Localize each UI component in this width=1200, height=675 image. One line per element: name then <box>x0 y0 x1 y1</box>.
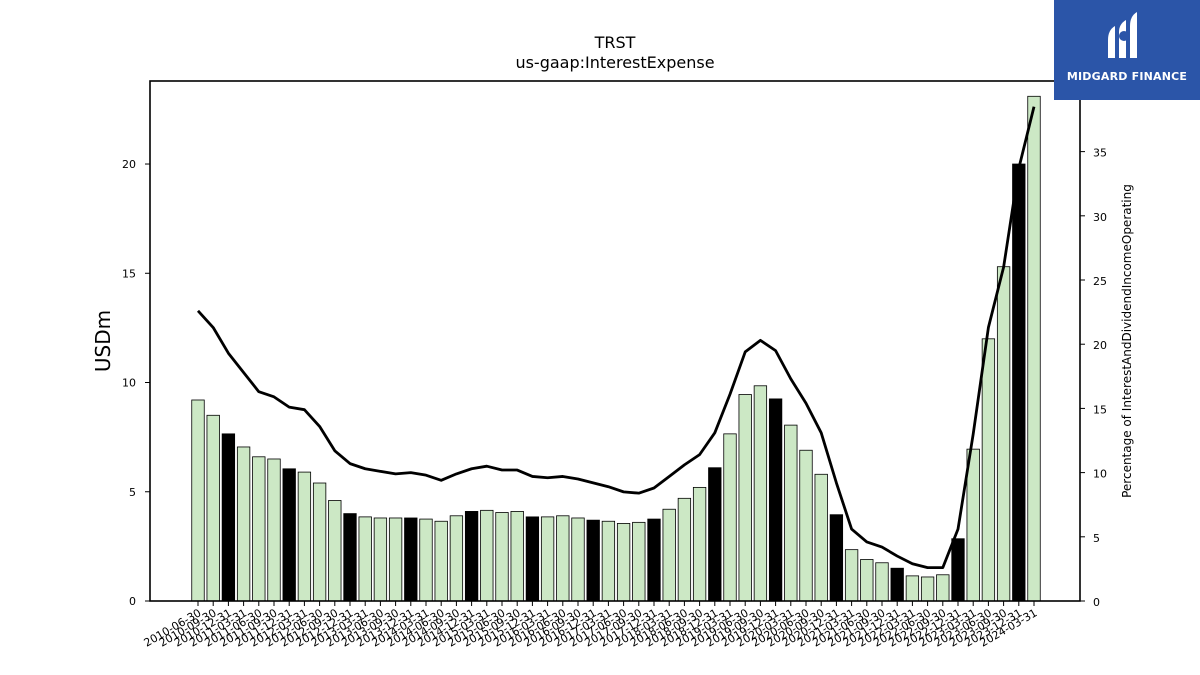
bar <box>996 266 1011 602</box>
bar <box>981 338 996 602</box>
plot-area: 05101520051015202530352010-06-302010-09-… <box>122 80 1107 650</box>
y2-tick-label: 5 <box>1093 532 1100 545</box>
bar <box>191 399 205 602</box>
chart-title: TRST <box>594 33 636 52</box>
y2-tick-label: 15 <box>1093 403 1107 416</box>
bar <box>252 456 266 602</box>
bar <box>328 500 342 602</box>
bar <box>890 567 904 602</box>
y-axis-label: USDm <box>91 310 115 372</box>
bar <box>784 424 798 602</box>
bar <box>966 448 980 602</box>
bar <box>358 516 372 602</box>
bar <box>936 574 950 602</box>
bar <box>221 433 236 602</box>
y2-tick-label: 30 <box>1093 211 1107 224</box>
bar <box>814 473 828 602</box>
y-tick-label: 0 <box>129 595 136 608</box>
bar <box>434 520 448 602</box>
y2-axis-label: Percentage of InterestAndDividendIncomeO… <box>1120 184 1134 498</box>
bar <box>738 394 752 602</box>
bar <box>753 385 768 602</box>
bar <box>206 414 220 602</box>
bar <box>920 576 935 602</box>
logo-mark-icon <box>1108 12 1137 58</box>
bar <box>236 446 251 602</box>
bar <box>860 559 874 602</box>
bar <box>632 521 646 602</box>
bar <box>844 549 859 602</box>
y-tick-label: 10 <box>122 377 136 390</box>
bar <box>343 513 357 602</box>
bar <box>723 433 737 602</box>
bar <box>829 514 844 602</box>
bar <box>586 519 600 602</box>
bar <box>616 523 631 602</box>
y-tick-label: 15 <box>122 267 136 280</box>
bar <box>1027 95 1041 602</box>
bar <box>282 468 296 602</box>
bar <box>510 511 524 602</box>
bar <box>388 517 403 602</box>
bar <box>464 511 479 602</box>
chart-subtitle: us-gaap:InterestExpense <box>515 53 714 72</box>
y2-tick-label: 25 <box>1093 275 1107 288</box>
bar <box>708 467 722 602</box>
bar <box>905 575 920 602</box>
y-tick-label: 5 <box>129 486 136 499</box>
bar <box>677 497 692 602</box>
bar <box>525 516 540 602</box>
bar <box>297 471 312 602</box>
bar <box>495 512 509 602</box>
plot-frame <box>149 80 1081 602</box>
midgard-finance-logo: MIDGARD FINANCE <box>1054 0 1200 100</box>
y2-tick-label: 10 <box>1093 468 1107 481</box>
bar <box>1012 163 1026 602</box>
bar <box>419 518 433 602</box>
bar <box>373 517 388 602</box>
bar <box>662 508 676 602</box>
logo-text: MIDGARD FINANCE <box>1066 70 1188 83</box>
bar <box>768 398 783 602</box>
ratio-line <box>196 106 1036 570</box>
bar <box>571 517 585 602</box>
bar <box>480 509 494 602</box>
bar <box>951 538 965 602</box>
bar <box>692 486 707 602</box>
y-tick-label: 20 <box>122 158 136 171</box>
bar <box>875 562 889 602</box>
y2-tick-label: 20 <box>1093 339 1107 352</box>
bar <box>601 520 616 602</box>
y2-tick-label: 0 <box>1093 596 1100 609</box>
bar <box>449 515 464 602</box>
bar <box>404 517 418 602</box>
bar <box>312 482 327 602</box>
bar <box>647 518 661 602</box>
bar <box>799 449 813 602</box>
bar <box>267 458 281 602</box>
bar <box>540 516 555 602</box>
bar <box>556 515 570 602</box>
y2-tick-label: 35 <box>1093 147 1107 160</box>
